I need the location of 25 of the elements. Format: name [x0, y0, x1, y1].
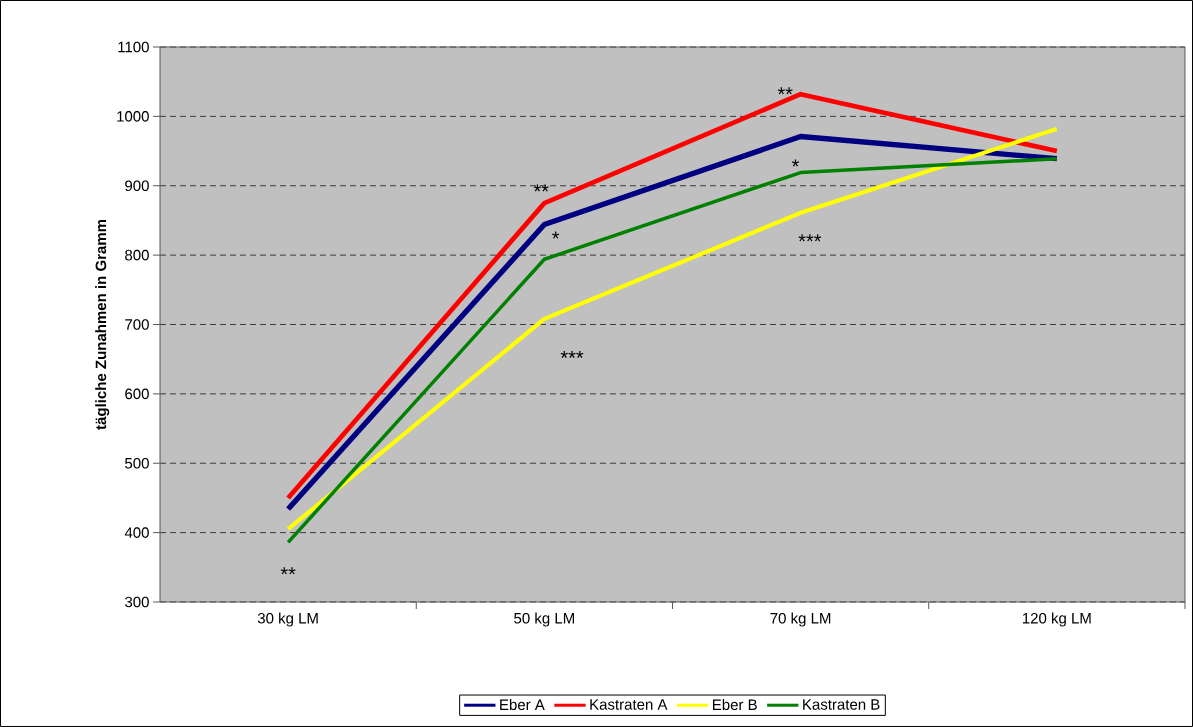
y-tick-label: 800	[125, 249, 149, 261]
annotation: **	[533, 184, 549, 192]
x-tick-label: 120 kg LM	[1022, 612, 1091, 627]
annotation: ***	[560, 350, 584, 358]
y-tick-label: 400	[124, 527, 149, 538]
annotation: *	[552, 231, 560, 239]
y-tick-label: 600	[125, 388, 149, 400]
y-tick-label: 700	[125, 319, 149, 330]
annotation: **	[777, 87, 793, 95]
y-tick-label: 900	[125, 180, 149, 192]
legend-label: Kastraten A	[590, 699, 668, 710]
y-tick-label: 300	[125, 596, 149, 608]
x-tick-label: 70 kg LM	[770, 612, 831, 627]
y-tick-label: 1100	[118, 41, 149, 53]
y-axis-title: tägliche Zunahmen in Gramm	[95, 219, 110, 430]
y-tick-label: 500	[125, 457, 149, 469]
annotation: ***	[798, 234, 822, 242]
x-tick-label: 50 kg LM	[514, 612, 574, 627]
x-tick-label: 30 kg LM	[257, 612, 318, 627]
legend-label: Kastraten B	[803, 699, 880, 710]
y-tick-label: 1000	[117, 111, 149, 122]
annotation: **	[280, 567, 296, 575]
annotation: *	[791, 159, 800, 167]
legend-label: Eber B	[713, 699, 757, 711]
legend-label: Eber A	[500, 699, 545, 711]
